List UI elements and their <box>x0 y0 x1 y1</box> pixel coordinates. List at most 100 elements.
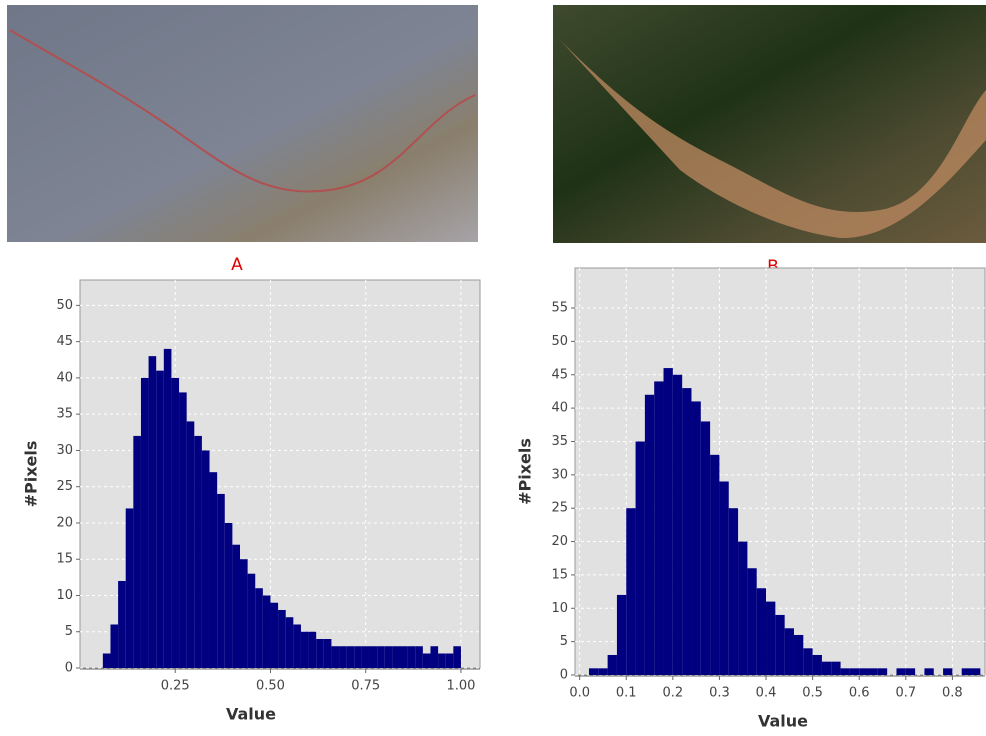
bar <box>415 646 423 668</box>
chart-title: B <box>767 257 779 277</box>
y-tick-label: 30 <box>56 443 73 458</box>
x-tick-label: 0.5 <box>802 686 823 701</box>
y-tick-label: 5 <box>560 634 568 649</box>
bar <box>255 588 263 668</box>
x-tick-label: 0.6 <box>849 686 870 701</box>
bar <box>719 481 729 675</box>
bar <box>691 401 701 675</box>
bar <box>323 638 332 668</box>
bar <box>346 646 355 668</box>
bar <box>110 624 119 668</box>
x-tick-label: 0.4 <box>756 686 777 701</box>
bar <box>186 421 195 668</box>
bar <box>156 370 164 668</box>
x-tick-label: 0.50 <box>256 679 285 694</box>
y-tick-label: 30 <box>551 467 568 482</box>
bar <box>445 653 454 668</box>
bar <box>209 472 218 668</box>
bar <box>102 653 111 668</box>
bar <box>285 617 294 668</box>
y-tick-label: 50 <box>551 334 568 349</box>
y-tick-label: 0 <box>65 661 73 676</box>
bar <box>738 541 748 675</box>
bar <box>775 614 785 675</box>
bar <box>140 377 149 668</box>
bar <box>747 568 757 675</box>
y-tick-label: 55 <box>551 301 568 316</box>
bar <box>821 661 832 675</box>
bar <box>308 631 317 668</box>
bar <box>700 421 711 675</box>
bar <box>849 668 860 675</box>
x-axis-title: Value <box>758 712 808 731</box>
river-area <box>560 40 986 239</box>
y-tick-label: 40 <box>551 401 568 416</box>
bar <box>194 435 202 668</box>
bar <box>831 661 841 675</box>
bar <box>217 493 225 668</box>
bar <box>588 668 599 675</box>
x-tick-label: 0.2 <box>662 686 683 701</box>
y-tick-label: 35 <box>551 434 568 449</box>
bar <box>616 594 627 675</box>
x-tick-label: 0.7 <box>895 686 916 701</box>
chart-title: A <box>231 255 243 275</box>
bar <box>118 580 126 668</box>
y-tick-label: 20 <box>551 534 568 549</box>
x-tick-label: 0.1 <box>616 686 637 701</box>
bar <box>400 646 408 668</box>
y-tick-label: 10 <box>551 601 568 616</box>
bar <box>232 544 240 668</box>
y-tick-label: 45 <box>551 367 568 382</box>
bar <box>392 646 400 668</box>
bar <box>384 646 393 668</box>
bar <box>339 646 347 668</box>
bar <box>171 377 180 668</box>
y-tick-label: 20 <box>56 515 73 530</box>
y-tick-label: 25 <box>551 501 568 516</box>
bar <box>201 450 210 668</box>
satellite-image <box>7 5 478 242</box>
bar <box>924 668 934 675</box>
bar <box>766 601 776 675</box>
bar <box>905 668 916 675</box>
bar <box>430 646 439 668</box>
bar <box>840 668 850 675</box>
bar <box>163 348 172 668</box>
bar <box>626 508 636 675</box>
bar <box>224 522 233 668</box>
bar <box>635 441 645 675</box>
bar <box>133 435 141 668</box>
x-axis-title: Value <box>226 705 276 724</box>
x-tick-label: 0.75 <box>351 679 380 694</box>
x-tick-label: 0.25 <box>161 679 190 694</box>
bar <box>179 392 187 668</box>
bar <box>961 668 972 675</box>
bar <box>859 668 869 675</box>
bar <box>784 628 794 675</box>
y-tick-label: 15 <box>56 552 73 567</box>
bar <box>971 668 981 675</box>
bar <box>812 654 822 675</box>
x-tick-label: 0.3 <box>709 686 730 701</box>
bar <box>682 388 692 675</box>
bar <box>300 631 309 668</box>
bar <box>377 646 385 668</box>
bar <box>644 394 655 675</box>
bar <box>240 559 248 668</box>
bar <box>354 646 362 668</box>
bar <box>148 356 157 668</box>
bar <box>710 454 720 675</box>
y-tick-label: 50 <box>56 298 73 313</box>
bar <box>247 573 256 668</box>
bar <box>868 668 878 675</box>
y-axis-title: #Pixels <box>516 438 535 505</box>
river-trace <box>9 29 476 193</box>
bar <box>278 609 286 668</box>
bar <box>943 668 953 675</box>
bar <box>672 374 683 675</box>
bar <box>361 646 370 668</box>
